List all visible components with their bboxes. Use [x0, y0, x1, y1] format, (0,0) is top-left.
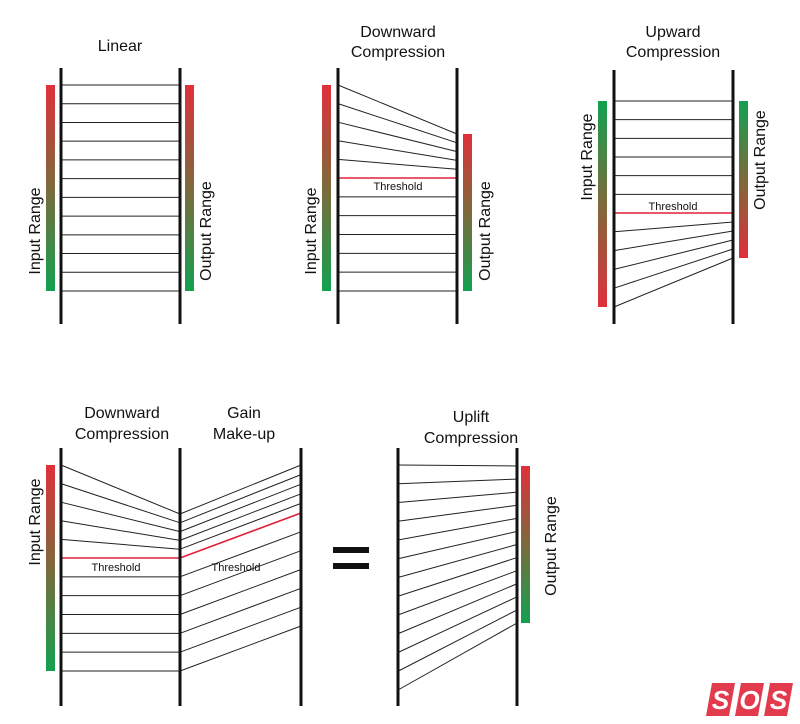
transfer-line [397, 517, 518, 541]
output-range-bar [739, 101, 748, 258]
transfer-line [179, 531, 302, 578]
output-range-label: Output Range [752, 110, 769, 210]
transfer-lines-makeup [179, 464, 302, 672]
transfer-line [397, 570, 518, 616]
input-range-label: Input Range [27, 478, 44, 565]
transfer-line [613, 221, 734, 233]
transfer-line [179, 587, 302, 634]
transfer-line [397, 596, 518, 653]
transfer-line [179, 606, 302, 653]
panel-uplift-compression: Uplift Compression Output Range [396, 409, 560, 706]
threshold-line-makeup [179, 512, 302, 559]
transfer-line [397, 622, 518, 691]
logo-letter: S [712, 685, 730, 715]
transfer-line [613, 239, 734, 270]
transfer-line [337, 84, 458, 135]
logo-letter: O [739, 685, 759, 715]
transfer-line [397, 464, 518, 467]
transfer-lines [337, 84, 458, 292]
transfer-lines [61, 84, 180, 292]
linear-title: Linear [98, 38, 143, 55]
transfer-line [60, 538, 181, 550]
transfer-line [179, 493, 302, 541]
transfer-line [397, 491, 518, 503]
downward-title-line2: Compression [351, 44, 445, 61]
transfer-line [60, 483, 181, 524]
panel-linear: Linear Input Range Output Range [27, 38, 215, 324]
transfer-line [397, 504, 518, 522]
output-range-bar [521, 466, 530, 623]
transfer-line [179, 483, 302, 533]
downward2-title-line1: Downward [84, 405, 160, 422]
transfer-line [337, 158, 458, 170]
transfer-line [60, 520, 181, 541]
input-range-bar [322, 85, 331, 291]
transfer-line [179, 550, 302, 597]
transfer-line [337, 140, 458, 161]
output-range-label: Output Range [543, 496, 560, 596]
uplift-title-line1: Uplift [453, 409, 490, 426]
downward-title-line1: Downward [360, 24, 436, 41]
threshold-label: Threshold [649, 201, 698, 213]
panel-downward-compression: Downward Compression Input Range Output … [303, 24, 494, 324]
threshold-label: Threshold [374, 181, 423, 193]
input-range-bar [46, 85, 55, 291]
transfer-line [397, 544, 518, 578]
uplift-title-line2: Compression [424, 430, 518, 447]
gain-title-line1: Gain [227, 405, 261, 422]
panel-downward-and-makeup: Downward Compression Gain Make-up Input … [27, 405, 303, 706]
transfer-line [337, 121, 458, 153]
threshold-label: Threshold [92, 562, 141, 574]
transfer-line [397, 530, 518, 560]
logo-letter: S [770, 685, 788, 715]
logo-letter-box [735, 683, 764, 716]
output-range-label: Output Range [477, 181, 494, 281]
logo-letter-box [706, 683, 735, 716]
transfer-line [337, 103, 458, 144]
gain-title-line2: Make-up [213, 426, 275, 443]
input-range-bar [598, 101, 607, 307]
logo-letter-box [764, 683, 793, 716]
transfer-line [60, 501, 181, 533]
equals-sign [333, 547, 369, 569]
output-range-label: Output Range [198, 181, 215, 281]
threshold-label: Threshold [212, 562, 261, 574]
transfer-line [179, 569, 302, 615]
transfer-line [397, 557, 518, 597]
transfer-line [397, 583, 518, 635]
transfer-line [179, 464, 302, 515]
transfer-line [613, 230, 734, 252]
output-range-bar [463, 134, 472, 291]
upward-title-line1: Upward [645, 24, 700, 41]
input-range-label: Input Range [303, 187, 320, 274]
upward-title-line2: Compression [626, 44, 720, 61]
transfer-lines [613, 100, 734, 308]
panel-upward-compression: Upward Compression Input Range Output Ra… [579, 24, 769, 324]
input-range-label: Input Range [27, 187, 44, 274]
transfer-line [60, 464, 181, 515]
transfer-line [613, 257, 734, 308]
transfer-lines-compression [60, 464, 181, 672]
transfer-line [397, 478, 518, 485]
transfer-lines [397, 464, 518, 691]
transfer-line [179, 625, 302, 672]
transfer-line [397, 609, 518, 672]
transfer-line [613, 248, 734, 289]
transfer-line [179, 474, 302, 524]
input-range-bar [46, 465, 55, 671]
output-range-bar [185, 85, 194, 291]
input-range-label: Input Range [579, 113, 596, 200]
transfer-line [179, 502, 302, 550]
downward2-title-line2: Compression [75, 426, 169, 443]
